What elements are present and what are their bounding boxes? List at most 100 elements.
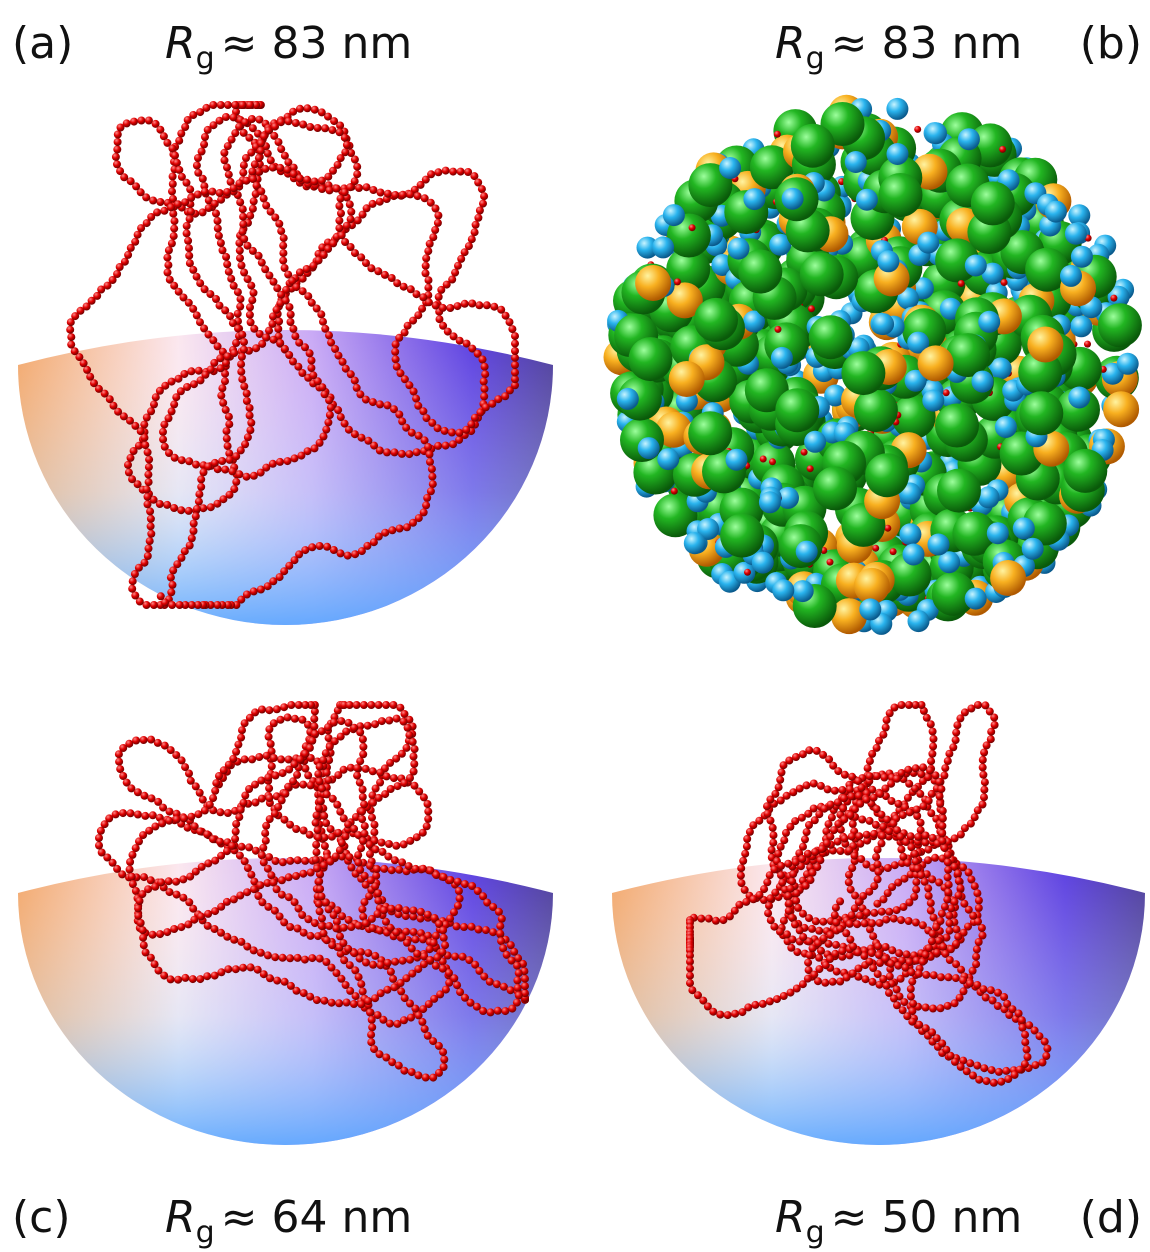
bead: [262, 201, 271, 210]
bead: [360, 898, 369, 907]
bead: [185, 215, 194, 223]
bead: [813, 863, 822, 872]
bead: [464, 242, 473, 251]
bead: [879, 895, 888, 904]
bead: [286, 856, 295, 865]
bead: [298, 369, 307, 377]
bead: [134, 441, 143, 450]
bead: [398, 417, 407, 426]
rg-value: ≈ 83 nm: [831, 18, 1023, 69]
bead: [881, 784, 890, 793]
particle: [688, 411, 733, 456]
particle: [725, 448, 748, 471]
bead: [172, 809, 181, 818]
bead: [341, 981, 350, 989]
bead: [907, 843, 916, 852]
bead: [928, 749, 937, 758]
bead: [233, 309, 242, 318]
bead: [786, 822, 795, 831]
particle: [635, 265, 672, 301]
bead: [833, 837, 842, 846]
bead: [787, 943, 796, 952]
bead: [328, 126, 337, 135]
bead: [887, 779, 896, 788]
bead: [293, 953, 302, 962]
bead: [779, 916, 788, 925]
bead: [413, 192, 422, 201]
bead: [192, 311, 201, 320]
bead: [479, 199, 487, 208]
bead: [446, 304, 455, 312]
bead: [366, 1008, 374, 1017]
bead: [688, 986, 697, 995]
particle: [662, 204, 685, 227]
bead: [95, 841, 103, 850]
bead: [362, 958, 370, 967]
bead: [290, 454, 299, 463]
bead: [387, 866, 396, 875]
bead: [876, 790, 885, 798]
bead: [686, 951, 694, 960]
bead: [204, 330, 213, 339]
bead: [165, 275, 174, 284]
bead: [474, 213, 483, 222]
bead: [977, 924, 986, 932]
bead: [483, 898, 492, 907]
bead: [303, 175, 312, 184]
bead: [431, 931, 440, 940]
bead: [204, 196, 213, 205]
bead: [815, 810, 824, 819]
bead: [222, 113, 230, 121]
bead: [936, 1004, 945, 1013]
bead: [779, 992, 788, 1000]
bead: [172, 158, 181, 167]
particle: [981, 262, 1004, 285]
bead: [928, 875, 937, 884]
bead: [321, 749, 330, 758]
bead: [428, 418, 437, 427]
bead: [146, 514, 155, 523]
particle: [775, 388, 820, 433]
bead: [342, 998, 351, 1007]
bead: [848, 864, 857, 873]
bead: [329, 546, 338, 554]
bead: [831, 903, 840, 912]
bead: [235, 179, 244, 188]
bead: [383, 958, 392, 967]
bead: [332, 969, 341, 978]
bead: [366, 876, 375, 885]
bead: [351, 550, 360, 559]
bead: [245, 713, 254, 722]
bead: [252, 181, 261, 190]
bead: [167, 588, 176, 597]
bead: [182, 221, 191, 230]
bead: [113, 864, 122, 873]
bead: [298, 274, 307, 283]
bead: [315, 438, 324, 447]
bead: [367, 1015, 376, 1024]
bead: [194, 154, 202, 162]
particle: [749, 145, 794, 190]
bead: [455, 435, 464, 444]
bead: [115, 757, 124, 766]
bead: [251, 798, 260, 807]
bead: [749, 821, 758, 830]
bead: [229, 281, 238, 290]
bead: [985, 707, 994, 716]
bead: [273, 284, 282, 293]
bead: [383, 985, 392, 994]
bead: [227, 135, 236, 144]
bead: [314, 804, 323, 813]
bead: [235, 851, 244, 860]
bead: [912, 805, 921, 814]
bead: [873, 899, 882, 908]
bead: [144, 478, 153, 487]
bead: [264, 732, 273, 741]
bead: [264, 126, 273, 135]
bead: [194, 168, 203, 177]
bead: [225, 490, 234, 499]
bead: [118, 870, 127, 879]
bead: [482, 301, 491, 310]
bead: [168, 601, 177, 609]
bead: [467, 922, 476, 931]
